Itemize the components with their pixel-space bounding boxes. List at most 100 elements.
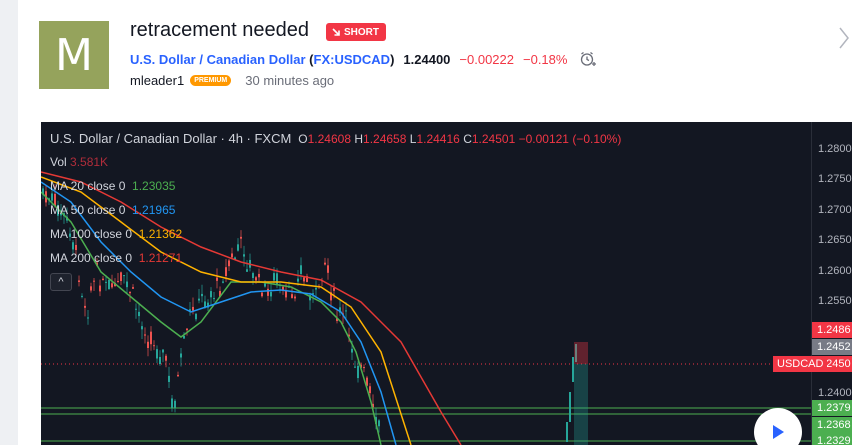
- candle-body: [330, 292, 332, 301]
- candle-body: [339, 307, 341, 313]
- candle-body: [156, 349, 158, 359]
- candle-body: [273, 273, 275, 281]
- candle-body: [189, 309, 191, 311]
- price-change: −0.00222: [459, 51, 514, 67]
- candle-body: [171, 398, 173, 408]
- candle-body: [315, 287, 317, 290]
- candle-body: [135, 308, 137, 310]
- candle-body: [240, 236, 242, 239]
- candle-body: [60, 213, 62, 216]
- stop-zone: [574, 342, 588, 364]
- ticker-open-paren: (: [305, 51, 314, 67]
- candle-body: [357, 365, 359, 379]
- ticker-close-paren: ): [390, 51, 395, 67]
- candle-body: [336, 318, 338, 322]
- author-name-link[interactable]: mleader1: [130, 73, 185, 88]
- candle-body: [261, 292, 263, 297]
- candle-body: [138, 311, 140, 317]
- chevron-right-icon[interactable]: [838, 26, 850, 50]
- idea-title[interactable]: retracement needed: [130, 19, 310, 41]
- candle-body: [222, 281, 224, 283]
- ma50-line: [41, 181, 397, 445]
- last-price: 1.24400: [403, 51, 451, 67]
- candle-body: [324, 262, 326, 265]
- ohlc-values: O1.24608 H1.24658 L1.24416 C1.24501 −0.0…: [298, 132, 622, 146]
- symbol-price-label: USDCAD: [773, 356, 828, 372]
- candle-body: [291, 294, 293, 298]
- author-avatar[interactable]: M: [39, 21, 109, 89]
- price-tick: 1.2600: [818, 265, 852, 277]
- candle-body: [312, 293, 314, 295]
- candle-body: [569, 392, 571, 422]
- price-axis[interactable]: 1.2800 1.2750 1.2700 1.2650 1.2600 1.255…: [811, 122, 852, 445]
- candle-body: [378, 420, 380, 427]
- candle-body: [129, 291, 131, 294]
- candle-body: [177, 374, 179, 377]
- candle-body: [575, 344, 577, 362]
- candle-body: [120, 272, 122, 282]
- symbol-row: U.S. Dollar / Canadian Dollar ( FX:USDCA…: [130, 50, 597, 68]
- legend-collapse-button[interactable]: ^: [50, 273, 72, 291]
- candle-body: [351, 348, 353, 353]
- candle-body: [87, 317, 89, 319]
- candle-body: [285, 291, 287, 298]
- ma20-legend: MA 20 close 0 1.23035: [50, 179, 176, 193]
- candle-body: [228, 260, 230, 267]
- candle-body: [348, 334, 350, 337]
- price-tick: 1.2750: [818, 173, 852, 185]
- candle-body: [306, 276, 308, 283]
- candle-body: [132, 287, 134, 289]
- candle-body: [192, 306, 194, 311]
- alarm-clock-plus-icon[interactable]: [579, 50, 597, 68]
- candle-body: [93, 280, 95, 282]
- price-tick: 1.2800: [818, 143, 852, 155]
- author-row: mleader1 PREMIUM 30 minutes ago: [130, 73, 334, 88]
- symbol-name-link[interactable]: U.S. Dollar / Canadian Dollar: [130, 51, 306, 67]
- volume-legend: Vol 3.581K: [50, 155, 109, 169]
- chart-snapshot[interactable]: U.S. Dollar / Canadian Dollar · 4h · FXC…: [41, 122, 852, 445]
- candle-body: [54, 193, 56, 207]
- ma20-line: [41, 191, 382, 445]
- candle-body: [165, 355, 167, 361]
- ma100-line: [41, 176, 412, 445]
- ma50-legend: MA 50 close 0 1.21965: [50, 203, 176, 217]
- candle-body: [159, 356, 161, 365]
- candle-body: [51, 193, 53, 201]
- price-label-stop: 1.2486: [812, 322, 852, 338]
- price-tick: 1.2650: [818, 234, 852, 246]
- candle-body: [333, 288, 335, 291]
- price-tick: 1.2400: [818, 387, 852, 399]
- candle-body: [327, 265, 329, 273]
- candle-body: [72, 242, 74, 250]
- candle-body: [252, 273, 254, 278]
- candle-body: [255, 277, 257, 281]
- symbol-ticker-link[interactable]: FX:USDCAD: [313, 51, 391, 67]
- candle-body: [123, 275, 125, 277]
- candle-body: [345, 310, 347, 312]
- candle-body: [300, 265, 302, 274]
- candle-body: [276, 273, 278, 284]
- price-label-target1: 1.2379: [812, 400, 852, 416]
- play-button[interactable]: [754, 408, 802, 445]
- premium-badge: PREMIUM: [190, 75, 232, 86]
- candle-body: [354, 366, 356, 368]
- price-tick: 1.2550: [818, 295, 852, 307]
- candle-body: [297, 278, 299, 282]
- candle-body: [234, 257, 236, 260]
- candle-body: [246, 269, 248, 272]
- candle-body: [303, 277, 305, 282]
- candle-body: [264, 283, 266, 287]
- candle-body: [282, 286, 284, 291]
- candle-body: [372, 403, 374, 408]
- candle-body: [207, 302, 209, 308]
- arrow-down-right-icon: [332, 28, 340, 36]
- idea-card: M retracement needed SHORT U.S. Dollar /…: [18, 0, 852, 445]
- candle-body: [99, 285, 101, 292]
- candle-body: [126, 281, 128, 288]
- ma200-line: [41, 171, 462, 445]
- price-label-target2: 1.2368: [812, 417, 852, 433]
- candle-body: [210, 291, 212, 298]
- candle-body: [186, 328, 188, 331]
- candle-body: [78, 280, 80, 282]
- candle-body: [150, 331, 152, 345]
